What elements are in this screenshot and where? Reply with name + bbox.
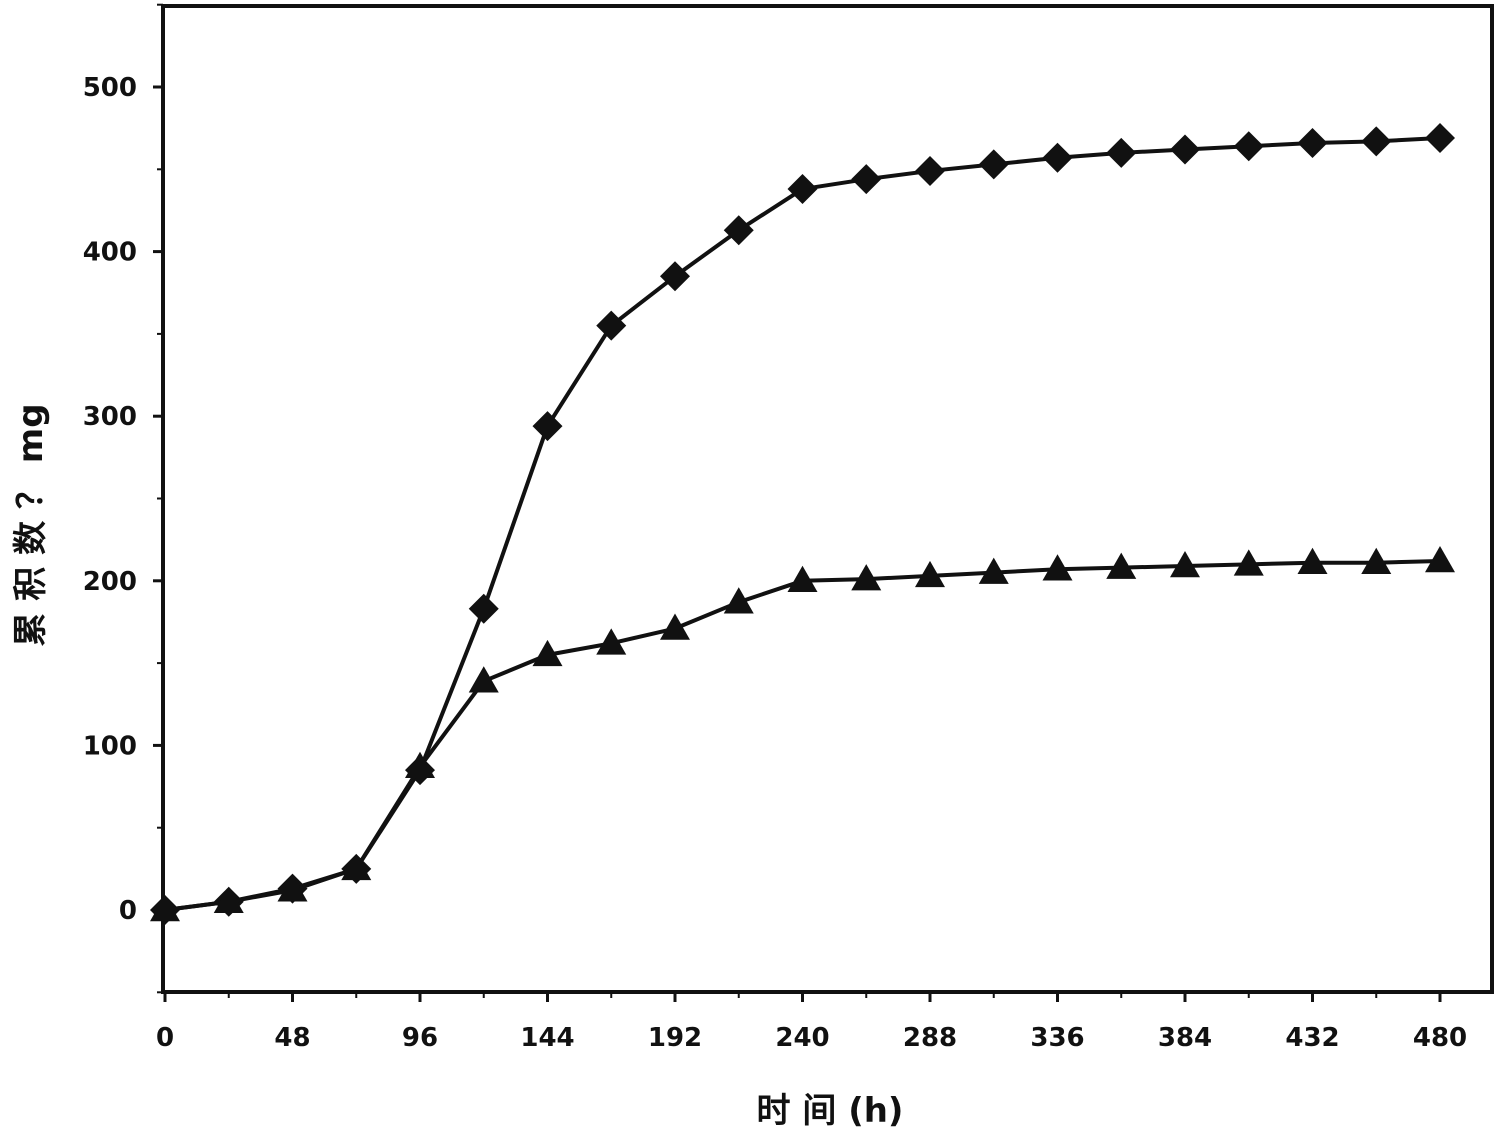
- y-tick-label: 500: [83, 73, 137, 103]
- diamond-marker: [978, 149, 1009, 180]
- x-axis-ticks: 0 48 96 144 192 240 288 336 384 432 480: [156, 992, 1467, 1053]
- triangle-marker: [1233, 549, 1264, 576]
- triangle-marker: [468, 666, 499, 693]
- triangle-marker: [915, 560, 945, 588]
- diamond-marker: [1042, 142, 1073, 173]
- triangle-marker: [1361, 547, 1392, 574]
- triangle-marker: [213, 886, 244, 914]
- x-tick-label: 144: [520, 1023, 574, 1053]
- triangle-marker: [1297, 547, 1328, 574]
- triangle-marker: [1042, 554, 1073, 581]
- diamond-marker: [1233, 131, 1264, 162]
- diamond-marker: [787, 174, 818, 205]
- triangle-marker: [851, 564, 882, 591]
- diamond-marker: [723, 215, 754, 246]
- triangle-marker: [723, 587, 754, 614]
- diamond-marker: [915, 155, 945, 186]
- diamond-marker: [596, 310, 627, 341]
- triangle-marker: [341, 853, 372, 881]
- x-tick-label: 240: [775, 1023, 829, 1053]
- y-axis-title: 累 积 数 ？ mg: [11, 403, 51, 646]
- x-tick-label: 48: [274, 1023, 310, 1053]
- diamond-marker: [1297, 127, 1328, 158]
- triangle-marker: [150, 895, 180, 922]
- triangle-marker: [1170, 550, 1200, 578]
- diamond-marker: [468, 593, 499, 624]
- x-tick-label: 336: [1030, 1023, 1084, 1053]
- diamond-marker: [1170, 134, 1200, 165]
- y-tick-label: 0: [119, 896, 137, 926]
- y-tick-label: 400: [83, 238, 137, 268]
- diamond-marker: [851, 164, 882, 195]
- diamond-marker: [1361, 126, 1392, 157]
- triangle-marker: [596, 628, 627, 655]
- series-1-line: [164, 136, 1441, 912]
- x-tick-label: 0: [156, 1023, 174, 1053]
- triangle-marker: [1425, 546, 1455, 573]
- x-tick-label: 288: [903, 1023, 957, 1053]
- diamond-marker: [1425, 123, 1455, 154]
- triangle-marker: [532, 639, 563, 667]
- plot-border: [161, 4, 1494, 994]
- triangle-marker: [978, 557, 1009, 584]
- diamond-marker: [1106, 137, 1137, 168]
- y-axis-ticks: 0 100 200 300 400 500: [83, 3, 163, 994]
- triangle-marker: [277, 875, 308, 902]
- x-tick-label: 480: [1413, 1023, 1467, 1053]
- y-tick-label: 200: [83, 567, 137, 597]
- diamond-marker: [532, 411, 563, 442]
- x-axis-title: 时 间 (h): [757, 1091, 904, 1131]
- plot-frame: [161, 4, 1494, 994]
- series-layer: [150, 123, 1455, 925]
- series-1: [150, 123, 1455, 925]
- triangle-marker: [787, 565, 818, 593]
- triangle-marker: [405, 751, 435, 779]
- x-tick-label: 384: [1158, 1023, 1212, 1053]
- y-tick-label: 100: [83, 731, 137, 761]
- triangle-marker: [1106, 552, 1137, 579]
- x-tick-label: 192: [648, 1023, 702, 1053]
- y-tick-label: 300: [83, 402, 137, 432]
- triangle-marker: [660, 613, 690, 640]
- x-tick-label: 96: [402, 1023, 438, 1053]
- x-tick-label: 432: [1285, 1023, 1339, 1053]
- series-2: [150, 546, 1455, 922]
- diamond-marker: [660, 261, 690, 292]
